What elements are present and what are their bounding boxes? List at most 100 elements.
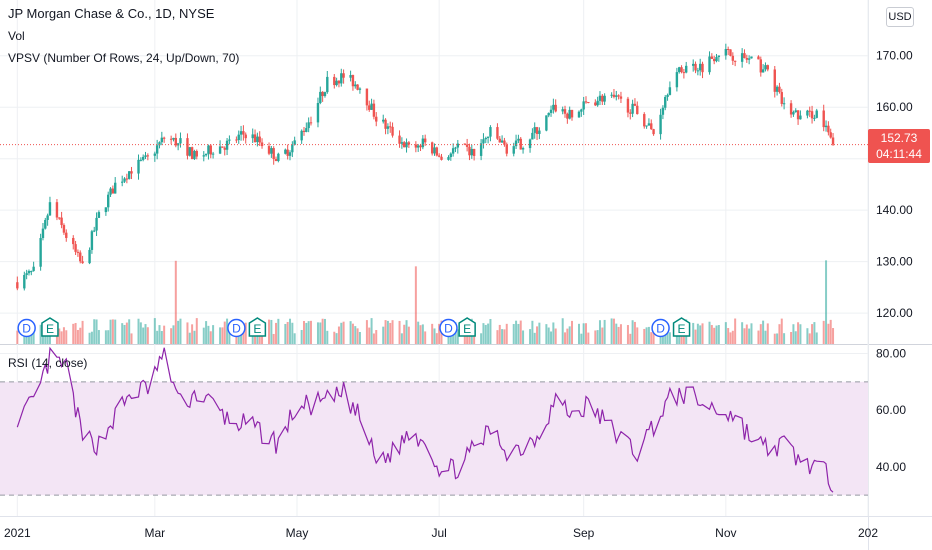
volume-bar — [745, 324, 748, 344]
candle-body — [251, 134, 254, 139]
candle-body — [300, 130, 303, 141]
candle-body — [421, 138, 425, 148]
volume-bar — [321, 318, 324, 344]
earnings-marker[interactable]: E — [672, 317, 691, 337]
volume-bar — [578, 323, 581, 344]
candle-body — [796, 110, 800, 120]
candle-body — [666, 94, 669, 97]
candle-body — [44, 219, 47, 229]
volume-bar — [351, 323, 354, 344]
volume-bar — [645, 327, 648, 344]
volume-bar — [193, 330, 196, 344]
candle-body — [757, 56, 760, 60]
volume-bar — [433, 328, 436, 344]
candle-body — [386, 126, 390, 129]
earnings-marker[interactable]: E — [41, 317, 59, 337]
candle-body — [193, 150, 196, 160]
volume-bar — [293, 333, 296, 344]
candle-body — [239, 131, 243, 135]
volume-bar — [123, 324, 126, 344]
volume-bar — [32, 325, 35, 344]
volume-bar — [435, 333, 438, 344]
candle-body — [342, 73, 345, 78]
volume-bar — [209, 331, 212, 344]
volume-bars — [16, 260, 835, 344]
volume-bar — [340, 322, 343, 344]
volume-bar — [727, 328, 730, 344]
volume-bar — [729, 332, 732, 344]
volume-bar — [158, 325, 161, 344]
candle-body — [547, 112, 550, 116]
volume-bar — [251, 330, 254, 344]
earnings-marker-shape — [248, 317, 267, 337]
volume-bar — [125, 322, 128, 344]
candle-body — [284, 149, 287, 154]
earnings-marker[interactable]: E — [248, 317, 267, 337]
candle-body — [726, 48, 730, 50]
candle-body — [398, 135, 401, 144]
volume-bar — [741, 322, 744, 344]
candle-body — [291, 144, 294, 153]
volume-bar — [405, 320, 408, 344]
volume-bar — [144, 324, 147, 344]
earnings-marker-shape — [41, 317, 59, 337]
candle-body — [486, 136, 490, 139]
candle-body — [519, 138, 522, 150]
candle-body — [563, 109, 567, 114]
volume-bar — [808, 333, 811, 344]
candle-body — [81, 261, 84, 264]
candle-body — [288, 152, 292, 156]
candle-body — [584, 101, 588, 103]
time-tick-label: 202 — [858, 526, 878, 540]
currency-button[interactable]: USD — [886, 7, 914, 27]
volume-bar — [114, 319, 117, 344]
volume-bar — [794, 331, 797, 344]
candle-body — [647, 123, 651, 126]
candle-body — [799, 115, 802, 120]
candle-body — [319, 91, 322, 103]
candle-body — [682, 72, 686, 74]
candle-body — [645, 125, 648, 127]
candle-body — [437, 155, 441, 157]
volume-bar — [142, 327, 145, 344]
volume-bar — [417, 321, 420, 344]
volume-bar — [505, 323, 508, 344]
volume-bar — [179, 318, 182, 344]
candle-body — [27, 270, 31, 274]
dividend-marker[interactable]: D — [439, 318, 458, 338]
volume-bar — [710, 325, 713, 344]
time-tick-label: 2021 — [4, 526, 31, 540]
rsi-tick-label: 60.00 — [876, 403, 906, 417]
dividend-marker[interactable]: D — [227, 318, 246, 338]
volume-bar — [680, 333, 683, 344]
candle-body — [468, 146, 471, 156]
dividend-marker[interactable]: D — [17, 318, 36, 338]
volume-bar — [762, 320, 765, 344]
volume-bar — [766, 323, 769, 344]
candles — [16, 43, 835, 291]
candle-body — [109, 188, 112, 195]
candle-body — [675, 72, 679, 88]
candle-body — [484, 138, 487, 140]
candle-body — [594, 102, 597, 106]
candle-body — [400, 142, 404, 144]
volume-bar — [731, 330, 734, 344]
candle-body — [76, 251, 80, 253]
volume-bar — [692, 322, 695, 344]
earnings-marker-letter: E — [678, 322, 686, 336]
volume-bar — [275, 322, 278, 344]
volume-bar — [188, 332, 191, 344]
volume-bar — [468, 331, 471, 344]
last-price-label: 152.73 04:11:44 — [868, 129, 930, 163]
dividend-marker-letter: D — [232, 322, 241, 336]
candle-body — [750, 56, 753, 59]
earnings-marker[interactable]: E — [458, 317, 476, 337]
price-tick-label: 160.00 — [876, 100, 913, 114]
candle-body — [407, 142, 411, 145]
candle-body — [643, 114, 646, 127]
dividend-marker[interactable]: D — [651, 318, 670, 338]
candle-body — [46, 215, 49, 220]
volume-bar — [501, 329, 504, 344]
candle-body — [97, 212, 101, 218]
